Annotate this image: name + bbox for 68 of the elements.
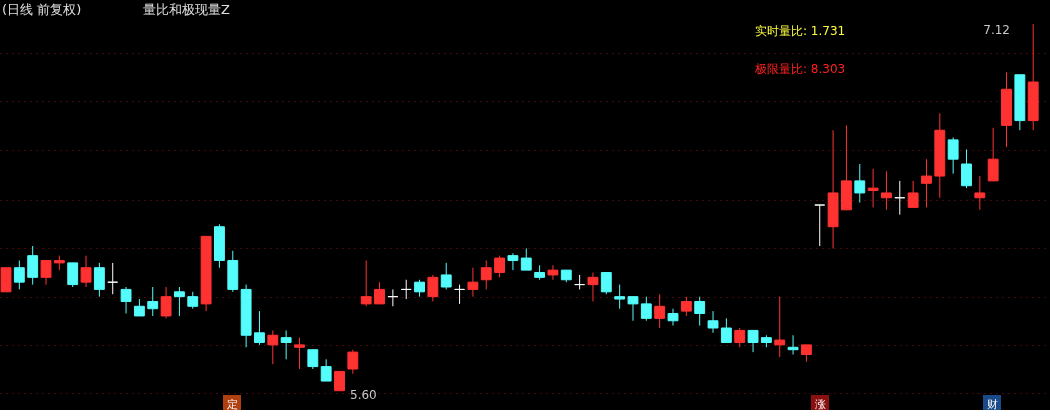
candlestick bbox=[907, 180, 919, 208]
candlestick bbox=[747, 329, 759, 353]
candlestick bbox=[720, 317, 732, 343]
candlestick bbox=[600, 272, 612, 295]
candlestick bbox=[480, 259, 492, 290]
annotation: 定 bbox=[226, 398, 238, 411]
candlestick bbox=[27, 245, 39, 286]
candlestick bbox=[947, 136, 959, 175]
annotation: 涨 bbox=[814, 398, 826, 411]
candlestick bbox=[80, 255, 92, 288]
candlestick bbox=[680, 296, 692, 317]
candlestick bbox=[93, 262, 105, 298]
candlestick bbox=[640, 296, 652, 322]
candlestick bbox=[427, 274, 439, 302]
candlestick bbox=[107, 262, 119, 295]
candlestick bbox=[814, 204, 826, 247]
candlestick bbox=[494, 255, 506, 278]
chart-title: (日线 前复权) bbox=[2, 2, 82, 17]
candlestick bbox=[440, 262, 452, 290]
candlestick bbox=[507, 252, 519, 271]
candlestick bbox=[347, 349, 359, 375]
candlestick bbox=[320, 358, 332, 382]
candlestick bbox=[881, 170, 892, 211]
candlestick bbox=[987, 127, 999, 182]
candlestick bbox=[867, 168, 879, 208]
annotation: 极限量比: 8.303 bbox=[754, 62, 846, 76]
annotation: 实时量比: 1.731 bbox=[755, 24, 846, 38]
candlestick bbox=[360, 259, 372, 307]
candlestick bbox=[921, 158, 932, 208]
candlestick bbox=[574, 274, 586, 290]
candlestick bbox=[374, 281, 385, 305]
candlestick bbox=[707, 310, 719, 334]
candlestick bbox=[627, 296, 639, 322]
candlestick bbox=[667, 308, 679, 327]
candlestick bbox=[961, 149, 972, 189]
candlestick bbox=[280, 329, 292, 360]
candlestick bbox=[387, 288, 399, 307]
candlestick bbox=[160, 286, 172, 319]
candlestick bbox=[467, 267, 479, 298]
candlestick bbox=[894, 180, 906, 216]
chart-subtitle: 量比和极现量Z bbox=[143, 2, 230, 17]
candlestick bbox=[587, 272, 599, 302]
candlestick bbox=[67, 262, 79, 288]
candlestick bbox=[854, 163, 866, 204]
candlestick bbox=[974, 175, 986, 211]
candlestick bbox=[654, 293, 666, 329]
annotation: 7.12 bbox=[983, 23, 1010, 37]
candlestick bbox=[400, 279, 412, 300]
candlestick bbox=[520, 247, 532, 271]
candlestick bbox=[334, 370, 345, 392]
candlestick bbox=[614, 284, 626, 310]
candlestick bbox=[307, 349, 319, 370]
candlestick bbox=[294, 337, 305, 370]
candlestick bbox=[254, 310, 265, 346]
candlestick bbox=[173, 286, 185, 317]
candlestick bbox=[267, 329, 279, 365]
candlestick bbox=[694, 296, 706, 327]
candlestick bbox=[40, 259, 52, 286]
candlestick bbox=[774, 296, 786, 358]
annotation: 5.60 bbox=[350, 388, 377, 402]
candlestick bbox=[147, 286, 159, 317]
candlestick bbox=[787, 334, 799, 356]
annotation: 财 bbox=[986, 398, 998, 411]
candlestick bbox=[13, 259, 25, 290]
candlestick bbox=[734, 327, 746, 348]
candlestick bbox=[454, 284, 465, 305]
candlestick bbox=[547, 264, 559, 281]
candlestick bbox=[120, 286, 132, 315]
